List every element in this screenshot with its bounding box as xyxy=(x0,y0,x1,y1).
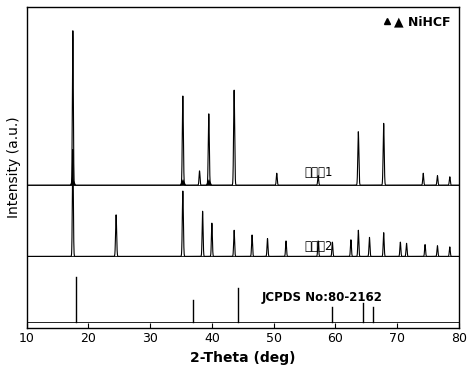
Text: JCPDS No:80-2162: JCPDS No:80-2162 xyxy=(261,291,382,304)
Text: 实施套1: 实施套1 xyxy=(305,166,333,179)
Legend: ▲ NiHCF: ▲ NiHCF xyxy=(381,13,453,31)
X-axis label: 2-Theta (deg): 2-Theta (deg) xyxy=(190,351,295,365)
Y-axis label: Intensity (a.u.): Intensity (a.u.) xyxy=(7,116,21,218)
Text: 对比套2: 对比套2 xyxy=(305,240,333,253)
